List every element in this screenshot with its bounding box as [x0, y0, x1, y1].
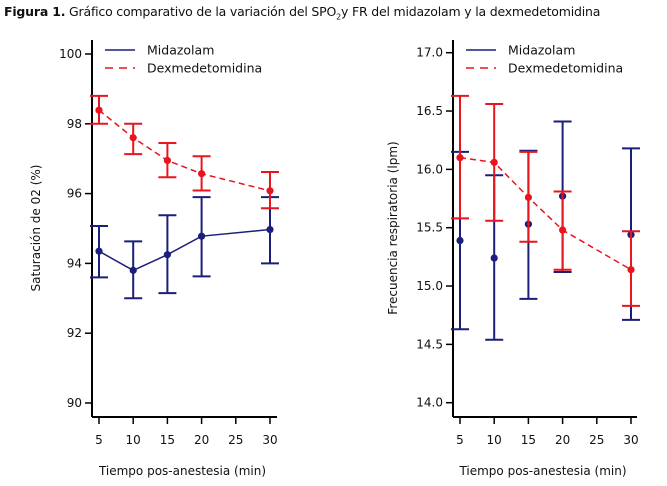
x-tick-label: 15 [521, 433, 536, 447]
data-point [129, 266, 137, 274]
x-axis-label: Tiempo pos-anestesia (min) [458, 464, 626, 478]
legend-label-dexmedetomidina: Dexmedetomidina [147, 61, 262, 76]
data-point [490, 254, 498, 262]
y-tick-label: 92 [67, 326, 82, 340]
series-dexmedetomidina [90, 94, 279, 210]
data-point [198, 232, 206, 240]
series-dexmedetomidina [451, 94, 640, 307]
data-point [456, 236, 464, 245]
y-tick-label: 94 [67, 256, 82, 270]
series-line [98, 109, 271, 192]
y-tick-label: 90 [67, 396, 82, 410]
data-point [524, 193, 533, 201]
y-tick-label: 14.0 [416, 396, 443, 410]
data-point [559, 226, 567, 234]
y-tick-label: 16.0 [416, 162, 443, 176]
figure-title-main: Gráfico comparativo de la variación del … [65, 4, 337, 19]
series-midazolam [451, 120, 640, 341]
data-point [95, 247, 103, 255]
y-tick-label: 14.5 [416, 337, 443, 351]
x-tick-label: 30 [262, 433, 277, 447]
respiratory-rate-chart: 14.0 14.5 15.0 15.5 16.0 16.5 17.0 5 10 15 20 25 30 T… [386, 40, 640, 478]
series-line [98, 228, 271, 272]
x-tick-label: 5 [456, 433, 464, 447]
spo2-chart: 90 92 94 96 98 100 5 10 15 20 25 30 Tiempo pos-anest… [29, 40, 279, 478]
y-tick-label: 15.0 [416, 279, 443, 293]
legend-label-midazolam: Midazolam [508, 43, 575, 58]
figure-title-rest: y FR del midazolam y la dexmedetomidina [341, 4, 601, 19]
data-point [627, 266, 635, 274]
x-tick-label: 15 [160, 433, 175, 447]
series-midazolam [90, 196, 279, 300]
x-axis-label: Tiempo pos-anestesia (min) [98, 464, 266, 478]
x-tick-label: 10 [126, 433, 141, 447]
data-point [163, 156, 171, 165]
x-tick-label: 20 [555, 433, 570, 447]
data-point [129, 134, 137, 142]
figure-title-subscript: 2 [336, 12, 341, 22]
figure-title: Figura 1. Gráfico comparativo de la vari… [4, 4, 600, 22]
data-point [266, 225, 274, 234]
data-point [456, 154, 464, 162]
x-tick-label: 10 [487, 433, 502, 447]
y-axis-label: Frecuencia respiratoria (lpm) [386, 141, 400, 314]
figure-title-prefix: Figura 1. [4, 4, 66, 19]
legend: Midazolam Dexmedetomidina [105, 43, 262, 76]
x-tick-label: 25 [228, 433, 243, 447]
x-tick-label: 25 [589, 433, 604, 447]
y-axis-label: Saturación de 02 (%) [29, 165, 43, 292]
y-tick-label: 98 [67, 117, 82, 131]
data-point [266, 187, 274, 195]
data-point [95, 106, 103, 114]
data-point [163, 251, 171, 259]
y-tick-label: 96 [67, 187, 82, 201]
y-tick-label: 100 [59, 47, 82, 61]
x-tick-label: 30 [623, 433, 638, 447]
y-tick-label: 16.5 [416, 104, 443, 118]
data-point [490, 158, 498, 166]
x-tick-label: 20 [194, 433, 209, 447]
data-point [198, 170, 206, 178]
legend-label-dexmedetomidina: Dexmedetomidina [508, 61, 623, 76]
y-tick-label: 15.5 [416, 221, 443, 235]
legend-label-midazolam: Midazolam [147, 43, 214, 58]
y-tick-label: 17.0 [416, 46, 443, 60]
legend: Midazolam Dexmedetomidina [466, 43, 623, 76]
x-tick-label: 5 [95, 433, 103, 447]
